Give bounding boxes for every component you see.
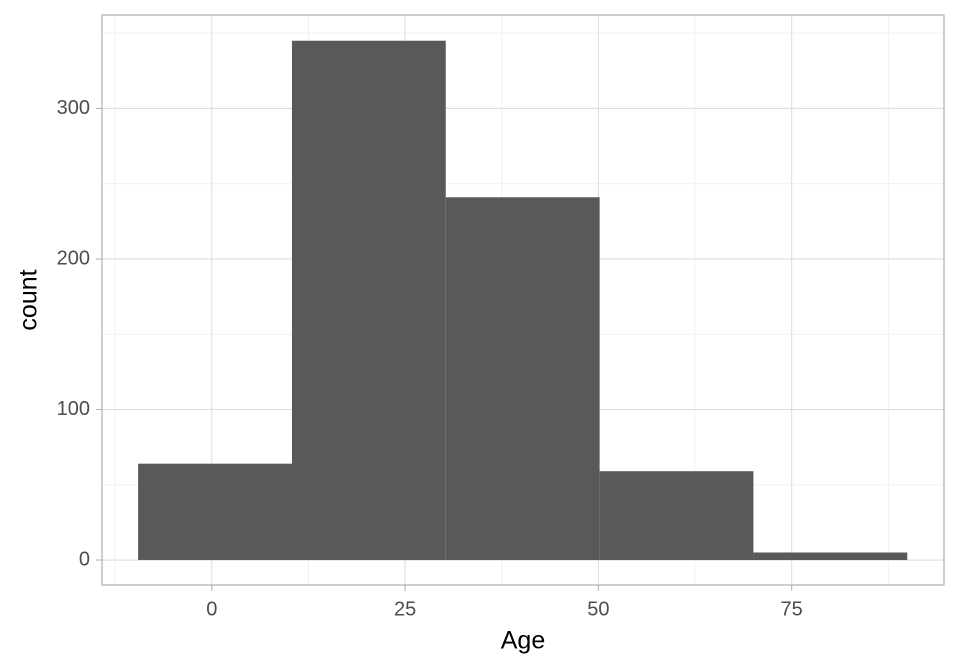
y-tick-label: 300: [57, 97, 90, 119]
y-axis-title: count: [15, 269, 43, 330]
bar: [445, 197, 600, 561]
y-tick-label: 200: [57, 247, 90, 269]
y-tick-label: 0: [79, 548, 90, 570]
x-tick-label: 0: [206, 598, 217, 620]
bar: [291, 40, 446, 561]
x-tick-label: 25: [394, 598, 416, 620]
bar: [753, 552, 908, 561]
x-tick-label: 50: [587, 598, 609, 620]
bar: [138, 463, 292, 561]
x-axis-title: Age: [501, 627, 545, 655]
bar: [599, 471, 754, 561]
x-tick-label: 75: [781, 598, 803, 620]
y-tick-label: 100: [57, 398, 90, 420]
panel-border: [101, 14, 945, 586]
